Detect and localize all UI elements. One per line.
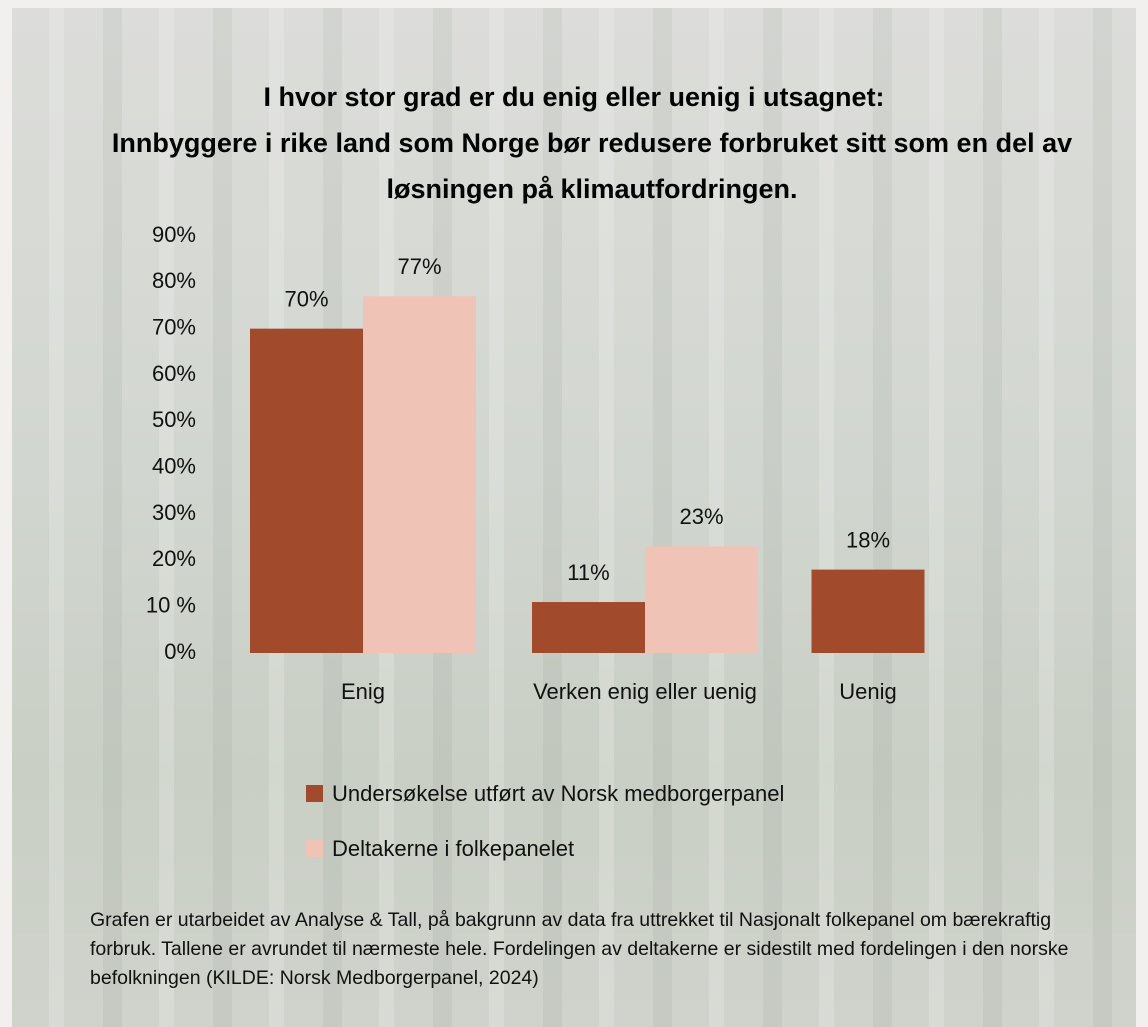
y-tick-label: 70% <box>152 314 196 339</box>
bar <box>250 329 363 653</box>
chart: 0% 10 % 20% 30% 40% 50% 60% 70% 80% 90% 70% 77% 11% 2… <box>12 8 1136 1027</box>
y-tick-label: 0% <box>164 639 196 664</box>
legend-label: Deltakerne i folkepanelet <box>332 836 574 861</box>
bar <box>812 570 925 653</box>
y-tick-label: 90% <box>152 222 196 247</box>
legend-swatch <box>306 840 323 857</box>
source-note: Grafen er utarbeidet av Analyse & Tall, … <box>90 906 1090 993</box>
value-label: 11% <box>567 560 609 585</box>
chart-panel: I hvor stor grad er du enig eller uenig … <box>12 8 1136 1027</box>
bar <box>363 296 476 653</box>
legend-label: Undersøkelse utført av Norsk medborgerpa… <box>332 781 784 806</box>
y-tick-label: 30% <box>152 500 196 525</box>
y-tick-label: 20% <box>152 546 196 571</box>
y-tick-label: 80% <box>152 268 196 293</box>
bar <box>645 546 758 653</box>
x-tick-label: Verken enig eller uenig <box>525 674 765 710</box>
value-label: 18% <box>846 527 890 552</box>
y-tick-label: 10 % <box>146 592 196 617</box>
x-tick-label: Uenig <box>748 674 988 710</box>
bar <box>532 602 645 653</box>
value-label: 77% <box>397 254 441 279</box>
y-tick-label: 60% <box>152 361 196 386</box>
legend-swatch <box>306 785 323 802</box>
value-label: 70% <box>284 286 328 311</box>
value-label: 23% <box>679 504 723 529</box>
x-tick-label: Enig <box>243 674 483 710</box>
y-tick-label: 50% <box>152 407 196 432</box>
y-tick-label: 40% <box>152 453 196 478</box>
page: I hvor stor grad er du enig eller uenig … <box>0 0 1148 1027</box>
